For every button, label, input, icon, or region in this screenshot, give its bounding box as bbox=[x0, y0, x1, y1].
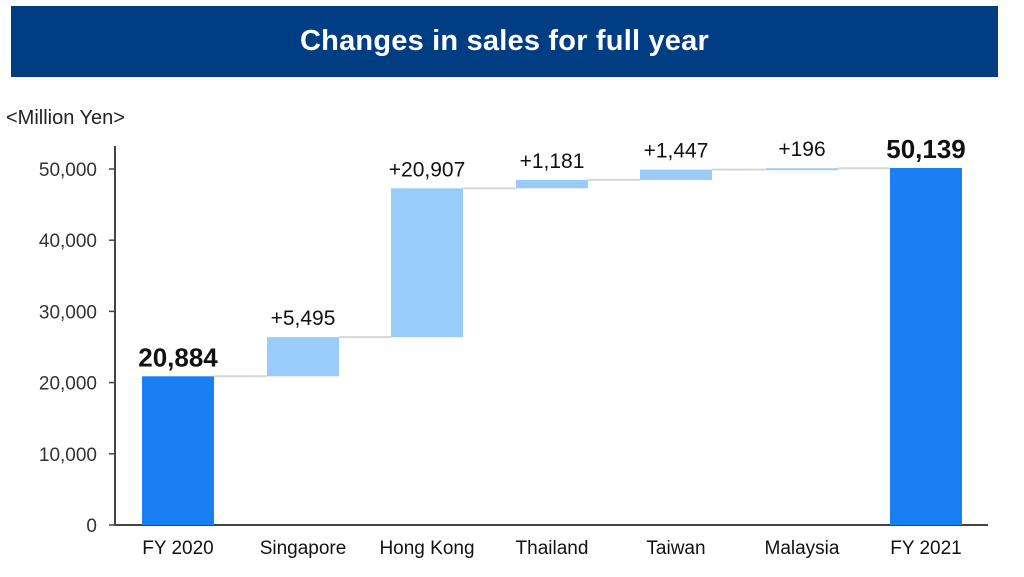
chart-title: Changes in sales for full year bbox=[300, 25, 709, 57]
data-label: +20,907 bbox=[389, 158, 466, 181]
data-label: +196 bbox=[778, 138, 825, 161]
x-tick-label: Thailand bbox=[516, 538, 589, 559]
total-bar bbox=[890, 168, 962, 525]
data-label: 50,139 bbox=[886, 134, 966, 164]
change-bar bbox=[640, 169, 712, 180]
change-bar bbox=[766, 168, 838, 171]
x-tick-label: FY 2020 bbox=[142, 538, 213, 559]
x-tick-label: Hong Kong bbox=[379, 538, 474, 559]
x-tick-label: FY 2021 bbox=[890, 538, 961, 559]
change-bar bbox=[391, 188, 463, 338]
change-bar bbox=[516, 179, 588, 189]
title-banner: Changes in sales for full year bbox=[11, 6, 998, 77]
change-bar bbox=[267, 337, 339, 377]
y-tick-label: 20,000 bbox=[39, 374, 97, 395]
y-tick-label: 30,000 bbox=[39, 302, 97, 323]
y-tick-label: 10,000 bbox=[39, 445, 97, 466]
total-bar bbox=[142, 376, 214, 525]
unit-label: <Million Yen> bbox=[6, 107, 125, 129]
data-label: 20,884 bbox=[138, 342, 218, 372]
y-tick-label: 50,000 bbox=[39, 160, 97, 181]
y-tick-label: 0 bbox=[86, 516, 97, 537]
data-label: +1,181 bbox=[520, 150, 585, 173]
x-tick-label: Taiwan bbox=[646, 538, 705, 559]
x-tick-label: Singapore bbox=[260, 538, 347, 559]
x-tick-label: Malaysia bbox=[765, 538, 840, 559]
data-label: +5,495 bbox=[271, 307, 336, 330]
y-tick-label: 40,000 bbox=[39, 231, 97, 252]
data-label: +1,447 bbox=[644, 140, 709, 163]
